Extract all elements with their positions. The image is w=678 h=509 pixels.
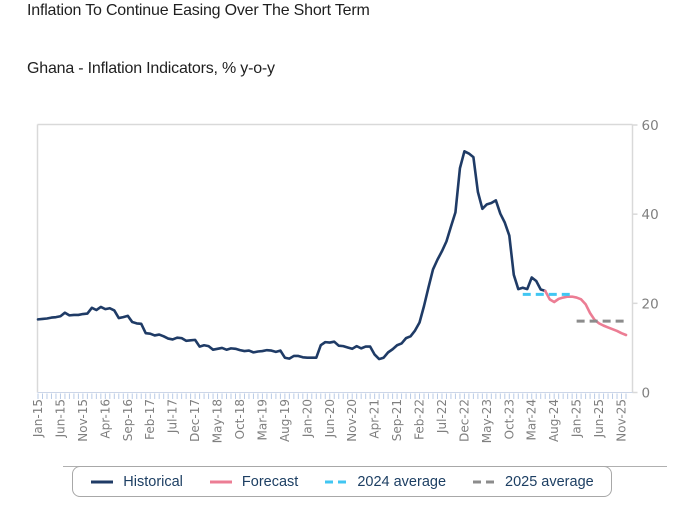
forecast-line-icon bbox=[209, 480, 232, 483]
svg-text:Oct-23: Oct-23 bbox=[502, 399, 516, 439]
svg-text:Nov-15: Nov-15 bbox=[76, 399, 90, 442]
legend-item-forecast[interactable]: Forecast bbox=[209, 474, 298, 490]
svg-text:20: 20 bbox=[642, 296, 659, 312]
svg-text:Nov-25: Nov-25 bbox=[615, 399, 629, 442]
legend-item-2024-average[interactable]: 2024 average bbox=[324, 474, 446, 490]
chart-title: Inflation To Continue Easing Over The Sh… bbox=[27, 2, 370, 19]
svg-text:Mar-19: Mar-19 bbox=[255, 399, 269, 440]
svg-text:60: 60 bbox=[642, 118, 659, 134]
inflation-line-chart: 0 20 40 60 Jan-15 Jun-15 Nov-15 Apr-16 Sep-16 Feb… bbox=[31, 118, 659, 443]
historical-line-icon bbox=[91, 480, 114, 483]
dashed-line-2025-icon bbox=[473, 480, 496, 483]
dashed-line-2024-icon bbox=[325, 480, 348, 483]
svg-text:Feb-17: Feb-17 bbox=[143, 399, 157, 440]
legend-label-2025-average: 2025 average bbox=[505, 473, 594, 490]
chart-subtitle: Ghana - Inflation Indicators, % y-o-y bbox=[27, 60, 275, 77]
svg-text:Sep-21: Sep-21 bbox=[390, 399, 404, 441]
svg-text:40: 40 bbox=[642, 207, 659, 223]
svg-text:Jun-20: Jun-20 bbox=[323, 399, 337, 438]
legend-item-historical[interactable]: Historical bbox=[90, 474, 183, 490]
svg-text:0: 0 bbox=[642, 386, 651, 402]
svg-text:Jun-15: Jun-15 bbox=[53, 399, 67, 438]
svg-text:Apr-16: Apr-16 bbox=[98, 399, 112, 439]
svg-text:Dec-17: Dec-17 bbox=[188, 399, 202, 442]
svg-text:Oct-18: Oct-18 bbox=[233, 399, 247, 439]
svg-text:Jul-22: Jul-22 bbox=[435, 399, 449, 434]
svg-text:Jul-17: Jul-17 bbox=[166, 399, 180, 434]
svg-text:May-18: May-18 bbox=[211, 399, 225, 443]
legend-item-2025-average[interactable]: 2025 average bbox=[472, 474, 594, 490]
legend-label-forecast: Forecast bbox=[241, 473, 299, 490]
svg-text:Jan-20: Jan-20 bbox=[300, 399, 314, 438]
svg-text:May-23: May-23 bbox=[480, 399, 494, 443]
legend-label-historical: Historical bbox=[123, 473, 183, 490]
svg-text:Aug-24: Aug-24 bbox=[547, 399, 561, 442]
svg-text:Jan-15: Jan-15 bbox=[31, 399, 45, 438]
svg-text:Dec-22: Dec-22 bbox=[457, 399, 471, 442]
svg-text:Jan-25: Jan-25 bbox=[570, 399, 584, 438]
svg-text:Mar-24: Mar-24 bbox=[525, 399, 539, 440]
svg-text:Feb-22: Feb-22 bbox=[413, 399, 427, 440]
svg-text:Sep-16: Sep-16 bbox=[121, 399, 135, 441]
legend-label-2024-average: 2024 average bbox=[357, 473, 447, 490]
svg-text:Nov-20: Nov-20 bbox=[345, 399, 359, 442]
svg-text:Aug-19: Aug-19 bbox=[278, 399, 292, 442]
svg-text:Apr-21: Apr-21 bbox=[368, 399, 382, 439]
chart-legend: Historical Forecast 2024 average 2025 av… bbox=[72, 466, 612, 497]
svg-text:Jun-25: Jun-25 bbox=[592, 399, 606, 438]
